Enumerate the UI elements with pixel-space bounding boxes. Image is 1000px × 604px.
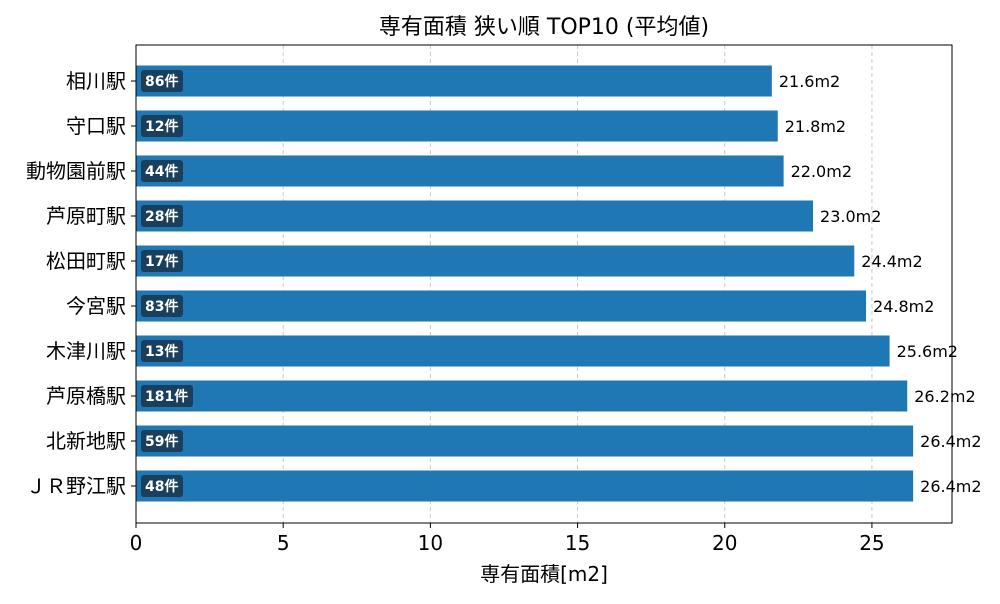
value-label: 26.2m2	[914, 387, 975, 406]
plot-frame	[135, 44, 953, 524]
value-label: 24.8m2	[873, 297, 934, 316]
bar	[136, 110, 778, 142]
count-label: 59件	[145, 433, 178, 450]
count-badge	[141, 115, 183, 137]
x-axis-title: 専有面積[m2]	[480, 562, 608, 586]
category-label: 今宮駅	[66, 294, 126, 318]
bar	[136, 425, 914, 457]
count-label: 28件	[145, 208, 178, 225]
count-badge	[141, 250, 183, 272]
count-badge	[141, 295, 183, 317]
count-label: 181件	[145, 388, 188, 405]
bar	[136, 380, 908, 412]
chart-title: 専有面積 狭い順 TOP10 (平均値)	[379, 15, 709, 40]
category-label: ＪＲ野江駅	[26, 474, 126, 498]
count-badge	[141, 340, 183, 362]
count-badge	[141, 385, 193, 407]
count-label: 86件	[145, 73, 178, 90]
bars: 86件 21.6m2 12件 21.8m2 44件 22.0m2 28件 23.0m2 17件 2…	[136, 65, 982, 502]
count-badge	[141, 160, 183, 182]
value-label: 23.0m2	[820, 207, 881, 226]
value-label: 21.8m2	[785, 117, 846, 136]
category-label: 動物園前駅	[26, 159, 126, 183]
x-tick-label: 10	[418, 531, 443, 555]
count-label: 44件	[145, 163, 178, 180]
bar	[136, 65, 772, 97]
category-label: 松田町駅	[46, 249, 126, 273]
x-tick-label: 0	[130, 531, 143, 555]
bar	[136, 470, 914, 502]
x-tick-label: 15	[565, 531, 590, 555]
count-label: 12件	[145, 118, 178, 135]
value-label: 24.4m2	[861, 252, 922, 271]
count-label: 13件	[145, 343, 178, 360]
x-tick-label: 5	[277, 531, 290, 555]
value-label: 22.0m2	[791, 162, 852, 181]
bar	[136, 335, 890, 367]
count-badge	[141, 430, 183, 452]
bar	[136, 155, 784, 187]
x-axis: 0 5 10 15 20 25	[130, 523, 885, 555]
bar	[136, 200, 814, 232]
category-label: 木津川駅	[46, 339, 126, 363]
count-badge	[141, 205, 183, 227]
count-badge	[141, 70, 183, 92]
value-label: 26.4m2	[920, 432, 981, 451]
category-label: 芦原町駅	[46, 204, 126, 228]
value-label: 26.4m2	[920, 477, 981, 496]
value-label: 21.6m2	[779, 72, 840, 91]
count-label: 17件	[145, 253, 178, 270]
x-tick-label: 25	[859, 531, 884, 555]
count-label: 48件	[145, 478, 178, 495]
bar	[136, 245, 855, 277]
category-label: 守口駅	[66, 114, 126, 138]
count-badge	[141, 475, 183, 497]
value-label: 25.6m2	[897, 342, 958, 361]
count-label: 83件	[145, 298, 178, 315]
bar	[136, 290, 867, 322]
category-label: 相川駅	[66, 69, 126, 93]
x-tick-label: 20	[712, 531, 737, 555]
category-label: 芦原橋駅	[46, 384, 126, 408]
category-label: 北新地駅	[46, 429, 126, 453]
